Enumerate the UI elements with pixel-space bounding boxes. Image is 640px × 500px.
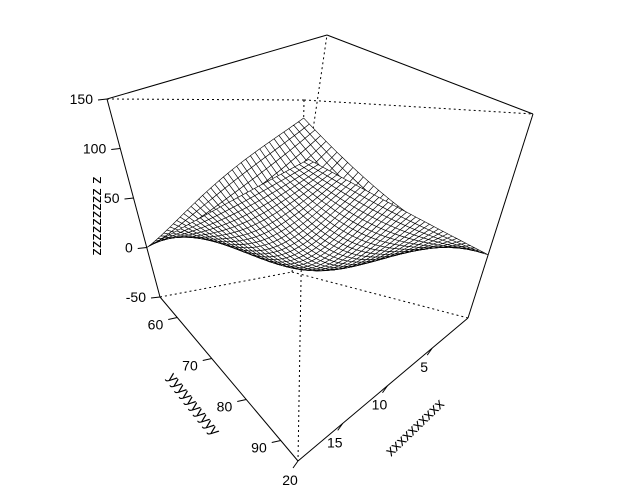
x-tick-label: 10 [372, 397, 388, 413]
y-axis-title: yyyyyyyyyy [164, 369, 224, 439]
y-tick-mark [168, 317, 178, 320]
y-tick-label: 70 [182, 358, 198, 374]
y-tick-mark [271, 440, 281, 443]
z-tick-label: 50 [104, 190, 120, 206]
surface-mesh [146, 117, 489, 272]
box-edge-hidden-top-front-right [303, 99, 534, 115]
box-edge-bottom-front-right [297, 317, 469, 462]
box-edge-top-back-right [326, 34, 534, 115]
x-tick-mark [426, 347, 433, 356]
box-edge-hidden-top-front-left [106, 98, 305, 101]
z-tick-mark [124, 197, 134, 200]
x-tick-label: 15 [327, 434, 343, 450]
z-tick-label: 100 [83, 141, 107, 157]
x-tick-mark [382, 385, 388, 394]
x-tick-label: 5 [420, 359, 428, 375]
y-tick-label: 80 [217, 399, 233, 415]
box-edge-bottom-front-left [159, 296, 299, 462]
y-tick-label: 60 [148, 317, 164, 333]
bounding-box-visible-edges [106, 34, 534, 462]
x-tick-mark [292, 460, 299, 469]
z-tick-label: -50 [126, 289, 146, 305]
z-tick-mark [97, 98, 108, 101]
y-tick-mark [202, 358, 212, 361]
z-tick-mark [137, 247, 147, 249]
z-tick-mark [111, 148, 121, 150]
surface-cell [303, 159, 314, 166]
y-tick-label: 90 [251, 440, 267, 456]
x-tick-label: 20 [282, 472, 298, 488]
y-tick-mark [237, 399, 247, 402]
z-tick-label: 150 [70, 91, 94, 107]
x-axis-title: xxxxxxxxxx [382, 395, 448, 460]
box-edge-hidden-bottom-left [159, 271, 293, 298]
x-tick-mark [337, 423, 344, 431]
box-edge-vertical-right [467, 113, 534, 319]
box-edge-top-back-left [106, 34, 328, 100]
z-tick-label: 0 [125, 240, 133, 256]
box-edge-hidden-bottom-right [291, 271, 469, 319]
z-tick-mark [150, 296, 161, 299]
z-axis-title: zzzzzzzzz z [88, 176, 105, 255]
